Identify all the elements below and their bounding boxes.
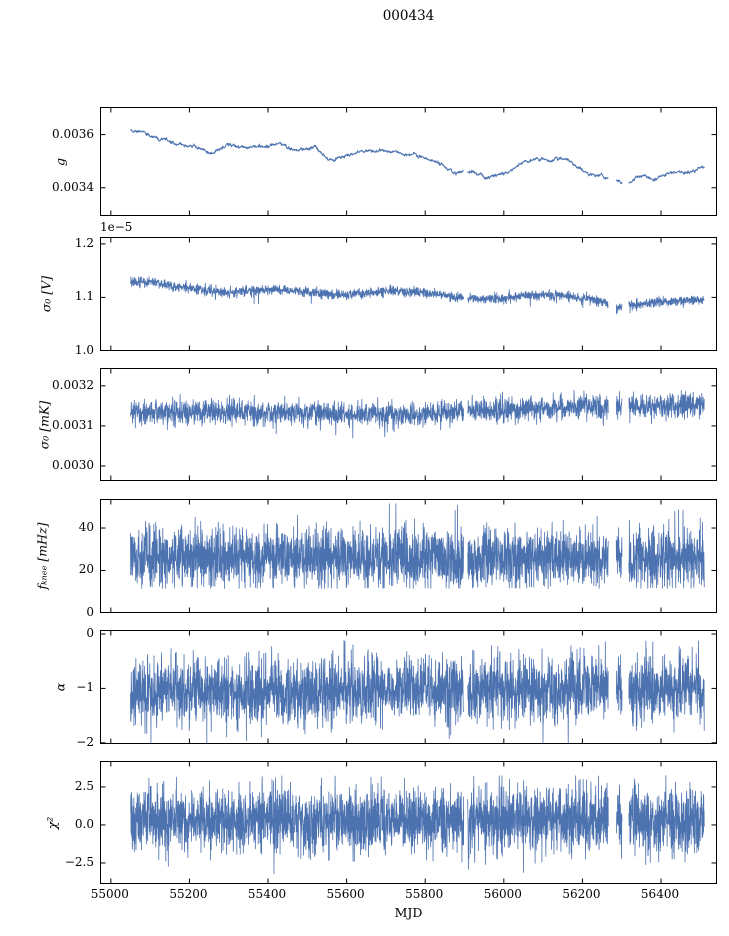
y-tick-label: 0 xyxy=(86,604,94,619)
data-line-f_knee xyxy=(130,503,705,589)
plot-area-sigma0_mK xyxy=(101,369,716,480)
x-tick-label: 55400 xyxy=(247,887,287,901)
data-line-sigma0_mK xyxy=(130,389,705,439)
data-line-chi2 xyxy=(130,775,705,875)
y-tick-label: 0.0 xyxy=(74,816,94,831)
plot-area-g xyxy=(101,108,716,215)
y-tick-label: −2.5 xyxy=(64,854,94,869)
y-tick-label: 0.0032 xyxy=(52,377,94,392)
axes-panel-g xyxy=(100,107,717,216)
y-tick-label: 0.0030 xyxy=(52,457,94,472)
x-tick-label: 55800 xyxy=(405,887,444,901)
axes-panel-chi2 xyxy=(100,761,717,884)
axes-panel-sigma0_mK xyxy=(100,368,717,481)
axes-panel-f_knee xyxy=(100,499,717,613)
axes-panel-sigma0_V xyxy=(100,237,717,351)
figure-title: 000434 xyxy=(382,8,435,24)
y-tick-label: 0.0034 xyxy=(52,179,94,194)
y-tick-label: −2 xyxy=(76,734,94,749)
y-tick-label: 0.0031 xyxy=(52,417,94,432)
x-tick-label: 55200 xyxy=(169,887,208,901)
data-line-g xyxy=(130,129,705,185)
y-tick-label: 20 xyxy=(78,562,94,577)
y-tick-label: 1.1 xyxy=(74,289,94,304)
y-tick-label: 1.2 xyxy=(74,235,94,250)
data-line-sigma0_V xyxy=(130,276,705,315)
plot-area-chi2 xyxy=(101,762,716,883)
plot-area-sigma0_V xyxy=(101,238,716,350)
x-tick-label: 56000 xyxy=(483,887,522,901)
y-axis-label-sigma0_mK: σ₀ [mK] xyxy=(36,400,52,449)
x-tick-label: 56200 xyxy=(562,887,601,901)
y-tick-label: 1.0 xyxy=(74,342,94,357)
y-axis-label-alpha: α xyxy=(52,682,68,692)
y-tick-label: 0 xyxy=(86,625,94,640)
y-axis-label-f_knee: fₖₙₑₑ [mHz] xyxy=(34,522,50,590)
y-axis-label-chi2: χ² xyxy=(44,816,60,829)
y-axis-label-g: g xyxy=(52,157,68,166)
y-tick-label: 2.5 xyxy=(74,778,94,793)
y-tick-label: 40 xyxy=(78,520,94,535)
axes-panel-alpha xyxy=(100,630,717,744)
plot-area-f_knee xyxy=(101,500,716,612)
y-axis-label-sigma0_V: σ₀ [V] xyxy=(38,275,54,313)
x-tick-label: 55000 xyxy=(90,887,129,901)
x-tick-label: 55600 xyxy=(326,887,365,901)
data-line-alpha xyxy=(130,640,705,743)
plot-area-alpha xyxy=(101,631,716,743)
y-tick-label: 0.0036 xyxy=(52,126,94,141)
axis-offset-text: 1e−5 xyxy=(100,220,133,234)
y-tick-label: −1 xyxy=(76,680,94,695)
x-tick-label: 56400 xyxy=(640,887,680,901)
x-axis-label: MJD xyxy=(394,905,423,920)
